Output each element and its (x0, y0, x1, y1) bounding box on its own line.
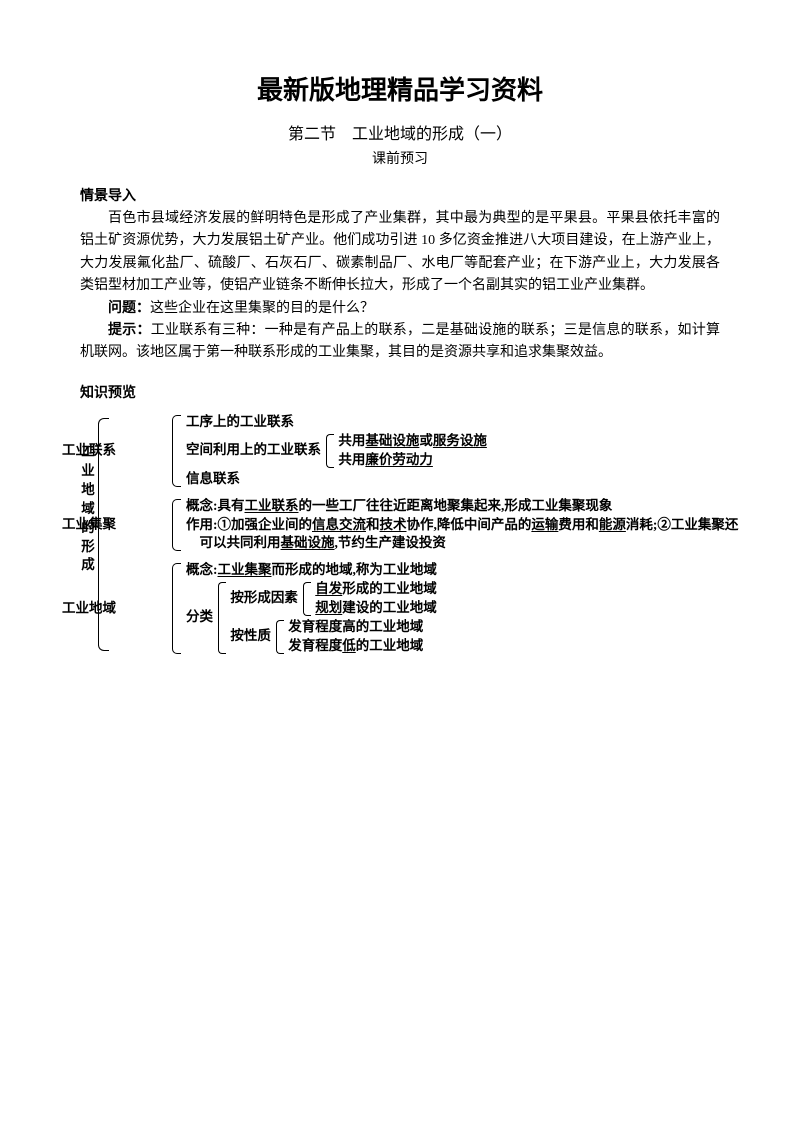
b3-classify: 分类 按形成因素 自发形成的工业地域 (186, 580, 720, 656)
branch-2-label: 工业集聚 (60, 516, 116, 535)
brace-icon (218, 582, 226, 654)
question-label: 问题： (108, 301, 150, 316)
brace-icon (326, 434, 334, 468)
branch-1: 工业联系 工序上的工业联系 空间利用上的工业联系 共用基础设施或服务设施 共用廉… (116, 413, 720, 489)
diagram-vertical-label: 工业地域的形成 (80, 443, 98, 575)
note: 课前预习 (80, 149, 720, 171)
brace-icon (276, 620, 284, 654)
page-root: 最新版地理精品学习资料 第二节 工业地域的形成（一） 课前预习 情景导入 百色市… (0, 0, 800, 704)
section-1-heading: 情景导入 (80, 186, 720, 208)
brace-icon (172, 563, 181, 653)
branch-3: 工业地域 概念:工业集聚而形成的地域,称为工业地域 分类 按形成因素 (116, 561, 720, 655)
b3-row1: 概念:工业集聚而形成的地域,称为工业地域 (186, 561, 720, 580)
branch-1-label: 工业联系 (60, 441, 116, 460)
answer-text: 工业联系有三种：一种是有产品上的联系，二是基础设施的联系；三是信息的联系，如计算… (80, 323, 720, 360)
branch-2: 工业集聚 概念:具有工业联系的一些工厂往往近距离地聚集起来,形成工业集聚现象 作… (116, 497, 720, 554)
brace-icon (172, 499, 181, 552)
classify-brace: 按形成因素 自发形成的工业地域 规划建设的工业地域 (218, 580, 436, 656)
b2-row3: 可以共同利用基础设施,节约生产建设投资 (186, 534, 720, 553)
b2-row1: 概念:具有工业联系的一些工厂往往近距离地聚集起来,形成工业集聚现象 (186, 497, 720, 516)
b1-row3: 信息联系 (186, 470, 720, 489)
knowledge-diagram: 工业地域的形成 工业联系 工序上的工业联系 空间利用上的工业联系 共用基础设施或… (80, 413, 720, 656)
nested-brace: 共用基础设施或服务设施 共用廉价劳动力 (326, 432, 487, 470)
subtitle: 第二节 工业地域的形成（一） (80, 122, 720, 148)
b1-row1: 工序上的工业联系 (186, 413, 720, 432)
main-title: 最新版地理精品学习资料 (80, 70, 720, 112)
b2-row2: 作用:①加强企业间的信息交流和技术协作,降低中间产品的运输费用和能源消耗;②工业… (186, 516, 720, 535)
brace-icon (303, 582, 311, 616)
branch-3-label: 工业地域 (60, 599, 116, 618)
section-2-heading: 知识预览 (80, 383, 720, 405)
question-text: 这些企业在这里集聚的目的是什么？ (150, 301, 374, 316)
question-line: 问题：这些企业在这里集聚的目的是什么？ (80, 298, 720, 320)
b1-row2: 空间利用上的工业联系 共用基础设施或服务设施 共用廉价劳动力 (186, 432, 720, 470)
intro-paragraph: 百色市县域经济发展的鲜明特色是形成了产业集群，其中最为典型的是平果县。平果县依托… (80, 208, 720, 298)
brace-icon (172, 415, 181, 487)
answer-label: 提示： (108, 323, 151, 338)
answer-line: 提示：工业联系有三种：一种是有产品上的联系，二是基础设施的联系；三是信息的联系，… (80, 320, 720, 365)
